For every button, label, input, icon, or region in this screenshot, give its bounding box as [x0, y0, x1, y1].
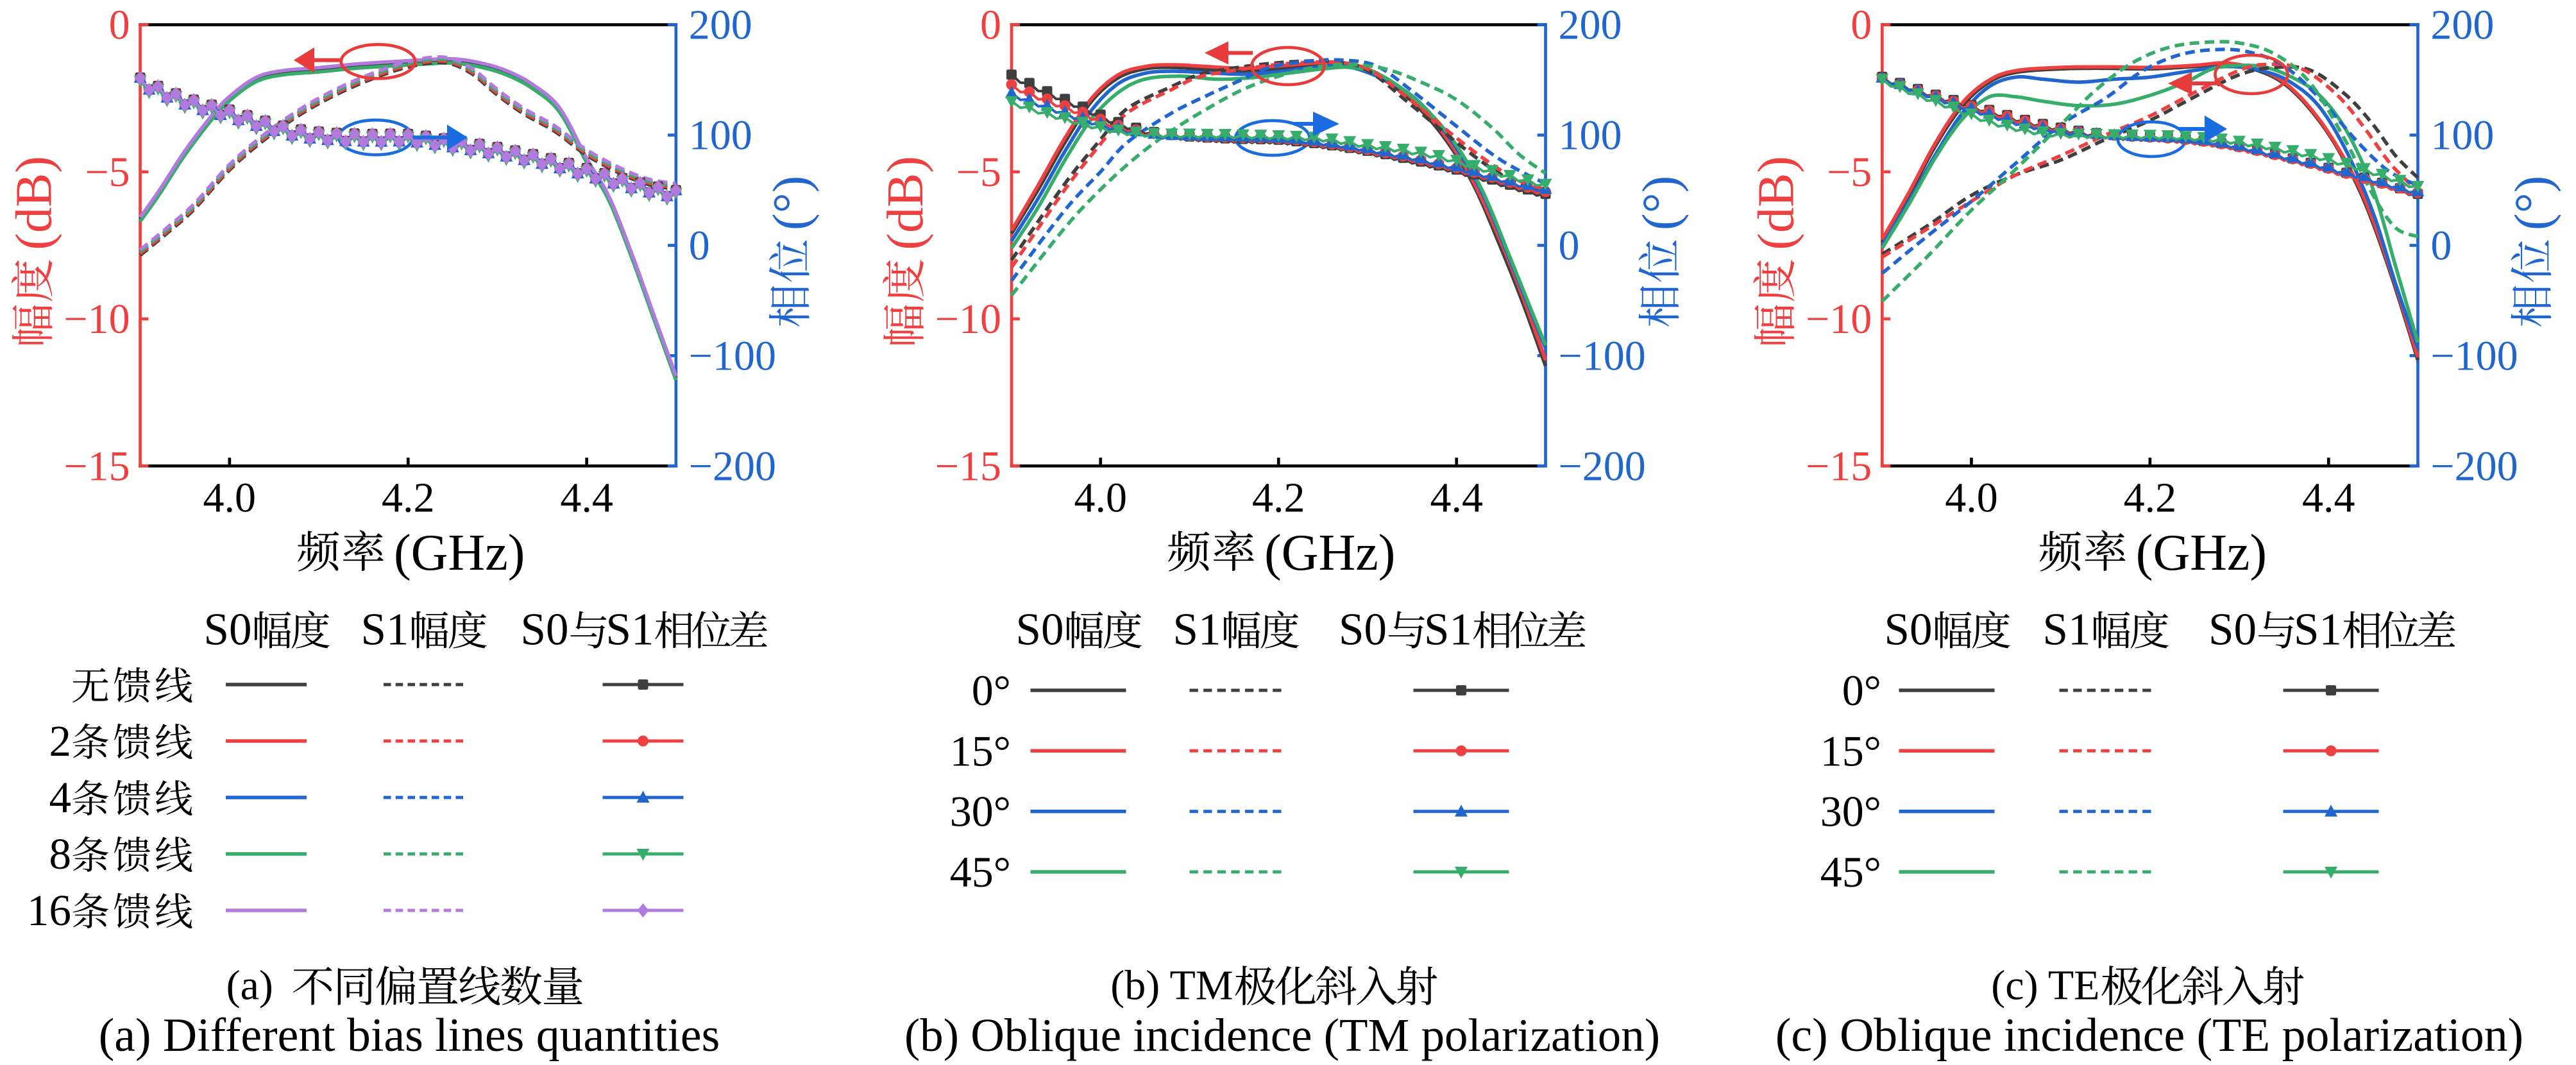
svg-text:30°: 30° [950, 787, 1011, 836]
svg-text:(c) Oblique incidence (TE pola: (c) Oblique incidence (TE polarization) [1775, 1009, 2523, 1061]
svg-text:100: 100 [2430, 112, 2494, 159]
svg-text:−15: −15 [935, 443, 1001, 490]
svg-text:4.0: 4.0 [203, 475, 257, 522]
svg-text:(a): (a) [226, 962, 273, 1009]
svg-text:S0: S0 [1016, 605, 1064, 655]
svg-text:−10: −10 [1806, 296, 1872, 343]
svg-text:200: 200 [1559, 2, 1622, 49]
svg-text:S0: S0 [1885, 605, 1933, 655]
svg-text:S0: S0 [204, 605, 252, 655]
svg-text:2: 2 [49, 717, 72, 765]
svg-text:4.0: 4.0 [1074, 475, 1128, 522]
svg-text:(b) Oblique incidence (TM pola: (b) Oblique incidence (TM polarization) [904, 1009, 1660, 1061]
svg-text:45°: 45° [1820, 848, 1881, 896]
svg-text:(a) Different bias lines quant: (a) Different bias lines quantities [99, 1009, 720, 1061]
svg-text:4.0: 4.0 [1945, 475, 1998, 522]
svg-text:−100: −100 [689, 332, 776, 379]
svg-text:−200: −200 [1559, 443, 1646, 490]
svg-text:S0: S0 [2208, 605, 2257, 655]
svg-text:200: 200 [689, 2, 752, 49]
svg-text:0°: 0° [972, 666, 1011, 715]
svg-text:(dB): (dB) [877, 156, 934, 250]
svg-text:4.4: 4.4 [560, 475, 613, 522]
svg-text:(°): (°) [2505, 176, 2561, 230]
svg-text:S0: S0 [1339, 605, 1387, 655]
svg-text:0: 0 [980, 2, 1001, 49]
svg-text:4.4: 4.4 [2302, 475, 2355, 522]
svg-text:(°): (°) [763, 176, 820, 230]
svg-text:S1: S1 [1424, 605, 1472, 655]
svg-text:16: 16 [27, 886, 71, 935]
svg-text:S1: S1 [606, 605, 654, 655]
svg-text:4.4: 4.4 [1430, 475, 1484, 522]
svg-text:(°): (°) [1633, 176, 1690, 230]
svg-text:−200: −200 [689, 443, 776, 490]
svg-text:−10: −10 [64, 296, 130, 343]
svg-text:0: 0 [1851, 2, 1872, 49]
svg-text:4: 4 [49, 773, 72, 822]
svg-text:S1: S1 [2294, 605, 2342, 655]
svg-text:4.2: 4.2 [382, 475, 435, 522]
svg-text:S1: S1 [361, 605, 409, 655]
svg-text:100: 100 [1559, 112, 1622, 159]
svg-text:0: 0 [109, 2, 130, 49]
svg-text:100: 100 [689, 112, 752, 159]
svg-text:S0: S0 [521, 605, 569, 655]
svg-text:4.2: 4.2 [2124, 475, 2177, 522]
svg-text:0: 0 [2430, 223, 2452, 269]
svg-text:0: 0 [1559, 223, 1580, 269]
svg-text:30°: 30° [1820, 787, 1881, 836]
svg-text:S1: S1 [2043, 605, 2091, 655]
svg-text:−15: −15 [64, 443, 130, 490]
svg-text:(GHz): (GHz) [1264, 525, 1395, 581]
svg-text:0: 0 [689, 223, 710, 269]
svg-text:−15: −15 [1806, 443, 1872, 490]
svg-text:(dB): (dB) [1748, 156, 1804, 250]
svg-text:(dB): (dB) [6, 156, 63, 250]
svg-text:8: 8 [49, 830, 72, 878]
svg-text:−100: −100 [2430, 332, 2518, 379]
svg-text:4.2: 4.2 [1252, 475, 1305, 522]
svg-text:−5: −5 [956, 149, 1001, 196]
svg-text:(c) TE: (c) TE [1991, 962, 2099, 1009]
svg-text:−10: −10 [935, 296, 1001, 343]
svg-text:15°: 15° [950, 726, 1011, 775]
svg-text:(b) TM: (b) TM [1110, 962, 1233, 1009]
svg-text:0°: 0° [1842, 666, 1881, 715]
svg-text:15°: 15° [1820, 726, 1881, 775]
svg-text:−5: −5 [1827, 149, 1872, 196]
svg-text:45°: 45° [950, 848, 1011, 896]
svg-text:(GHz): (GHz) [2136, 525, 2267, 581]
svg-text:(GHz): (GHz) [394, 525, 525, 581]
svg-text:−200: −200 [2430, 443, 2518, 490]
svg-text:−100: −100 [1559, 332, 1646, 379]
svg-text:S1: S1 [1173, 605, 1221, 655]
svg-text:−5: −5 [85, 149, 130, 196]
svg-text:200: 200 [2430, 2, 2494, 49]
